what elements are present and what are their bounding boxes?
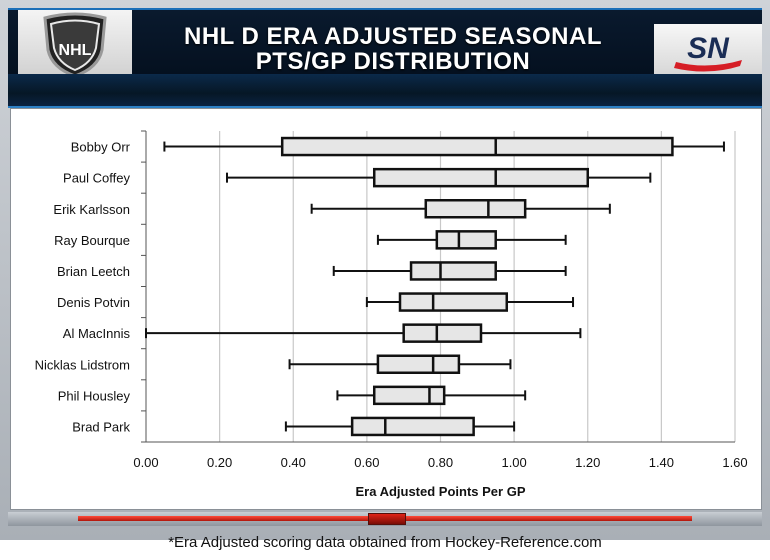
x-tick-label: 0.00 [133, 455, 158, 470]
chart-title: NHL D ERA ADJUSTED SEASONAL PTS/GP DISTR… [138, 24, 648, 74]
box-group [288, 354, 512, 374]
category-label: Paul Coffey [63, 171, 130, 186]
box-group [332, 261, 567, 281]
footnote: *Era Adjusted scoring data obtained from… [168, 534, 602, 551]
boxplot-chart: 0.00 0.20 0.40 0.60 0.80 1.00 1.20 1.40 1.60 Bobb… [35, 130, 748, 499]
category-label: Bobby Orr [71, 140, 131, 155]
x-tick-label: 0.80 [428, 455, 453, 470]
iqr-box [280, 136, 674, 157]
iqr-box [435, 230, 497, 250]
x-tick-label: 1.20 [575, 455, 600, 470]
iqr-box [424, 199, 527, 219]
iqr-box [402, 323, 483, 343]
nhl-logo: NHL [18, 10, 132, 80]
category-label: Nicklas Lidstrom [35, 357, 130, 372]
label-layer: 0.00 0.20 0.40 0.60 0.80 1.00 1.20 1.40 1.60 Bobb… [35, 140, 748, 470]
title-line-2: PTS/GP DISTRIBUTION [255, 48, 531, 75]
box-group [365, 292, 575, 312]
category-label: Brad Park [72, 419, 130, 434]
nhl-shield-icon: NHL [43, 12, 107, 78]
box-group [310, 199, 611, 219]
box-group [145, 323, 582, 343]
box-group [336, 385, 527, 406]
iqr-box [350, 416, 475, 437]
box-group [225, 167, 652, 188]
bottom-bar [8, 512, 762, 526]
iqr-box [372, 385, 446, 406]
box-layer [145, 136, 725, 437]
box-group [163, 136, 725, 157]
header-band [8, 74, 762, 108]
x-tick-label: 1.60 [722, 455, 747, 470]
category-label: Ray Bourque [54, 233, 130, 248]
box-group [376, 230, 567, 250]
category-label: Denis Potvin [57, 295, 130, 310]
x-tick-label: 0.60 [354, 455, 379, 470]
iqr-box [372, 167, 589, 188]
iqr-box [398, 292, 509, 312]
grid-layer [141, 130, 736, 443]
iqr-box [409, 261, 497, 281]
sportsnet-logo-icon: SN [674, 32, 742, 72]
x-tick-label: 1.40 [649, 455, 674, 470]
sn-logo: SN [654, 24, 762, 80]
box-group [284, 416, 516, 437]
iqr-box [376, 354, 461, 374]
x-tick-label: 0.40 [281, 455, 306, 470]
chart-panel: 0.00 0.20 0.40 0.60 0.80 1.00 1.20 1.40 1.60 Bobb… [10, 108, 762, 510]
category-label: Brian Leetch [57, 264, 130, 279]
title-line-1: NHL D ERA ADJUSTED SEASONAL [184, 23, 602, 50]
x-tick-label: 1.00 [501, 455, 526, 470]
category-label: Phil Housley [58, 388, 131, 403]
red-knob [368, 513, 406, 525]
nhl-logo-text: NHL [59, 42, 92, 59]
category-label: Al MacInnis [63, 326, 131, 341]
sn-logo-text: SN [687, 32, 730, 65]
x-axis-title: Era Adjusted Points Per GP [355, 484, 525, 499]
header-bar: NHL NHL D ERA ADJUSTED SEASONAL PTS/GP D… [8, 8, 762, 80]
x-tick-label: 0.20 [207, 455, 232, 470]
category-label: Erik Karlsson [53, 202, 130, 217]
